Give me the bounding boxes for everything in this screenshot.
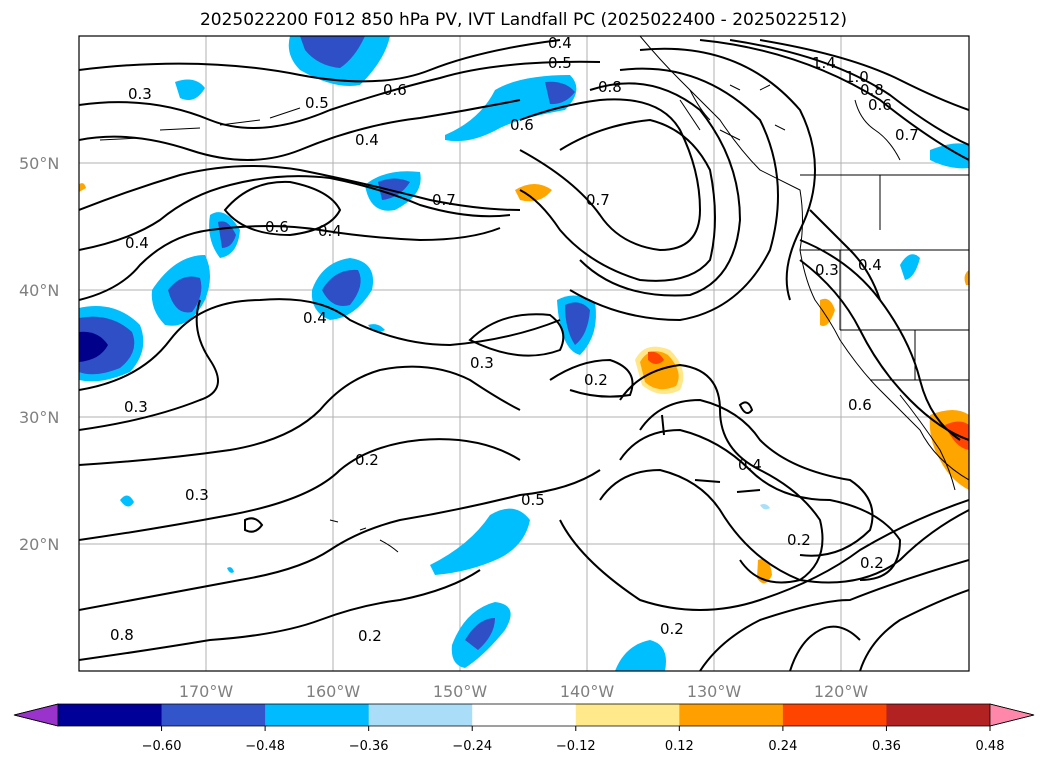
coastlines (99, 36, 969, 553)
contour-label: 0.2 (355, 451, 379, 469)
contour-labels: 0.4 0.5 0.3 0.5 0.6 0.8 1.4 1.0 0.8 0.6 … (110, 34, 919, 645)
gridlines (79, 36, 969, 671)
colorbar-tick-label: −0.60 (142, 739, 182, 754)
contour-label: 0.7 (586, 191, 610, 209)
contour-label: 0.7 (895, 126, 919, 144)
map-frame (78, 35, 970, 672)
colorbar-segments (13, 703, 1035, 727)
contour-label: 1.0 (845, 68, 869, 86)
ivt-contours (79, 39, 969, 671)
colorbar-tick-label: 0.48 (976, 739, 1005, 754)
colorbar-tick-label: −0.12 (556, 739, 596, 754)
colorbar-segment (161, 704, 266, 726)
lon-tick-label: 150°W (433, 682, 488, 701)
contour-label: 0.3 (815, 261, 839, 279)
contour-label: 0.6 (383, 81, 407, 99)
contour-label: 0.2 (584, 371, 608, 389)
map-title: 2025022200 F012 850 hPa PV, IVT Landfall… (199, 10, 847, 30)
contour-label: 1.4 (812, 54, 836, 72)
contour-label: 0.6 (868, 96, 892, 114)
contour-label: 0.4 (318, 222, 342, 240)
colorbar-segment (575, 704, 680, 726)
lat-tick-label: 50°N (19, 154, 59, 173)
contour-label: 0.4 (738, 456, 762, 474)
colorbar-segment (782, 704, 887, 726)
contour-label: 0.2 (660, 620, 684, 638)
contour-label: 0.8 (860, 81, 884, 99)
lat-tick-label: 20°N (19, 535, 59, 554)
colorbar-ticks: −0.60 −0.48 −0.36 −0.24 −0.12 0.12 0.24 0.36 0.4… (142, 726, 1005, 754)
colorbar-segment (265, 704, 370, 726)
contour-label: 0.3 (185, 486, 209, 504)
colorbar-segment (679, 704, 784, 726)
contour-label: 0.4 (125, 234, 149, 252)
contour-label: 0.5 (521, 491, 545, 509)
lon-tick-label: 130°W (687, 682, 742, 701)
lon-tick-label: 170°W (179, 682, 234, 701)
lon-axis: 170°W 160°W 150°W 140°W 130°W 120°W (179, 682, 869, 701)
colorbar: −0.60 −0.48 −0.36 −0.24 −0.12 0.12 0.24 0.36 0.4… (13, 703, 1035, 754)
colorbar-segment (472, 704, 577, 726)
colorbar-tick-label: −0.36 (349, 739, 389, 754)
colorbar-tick-label: 0.24 (768, 739, 797, 754)
lon-tick-label: 120°W (814, 682, 869, 701)
contour-label: 0.5 (548, 54, 572, 72)
contour-label: 0.6 (510, 116, 534, 134)
contour-label: 0.3 (128, 85, 152, 103)
contour-label: 0.4 (548, 34, 572, 52)
contour-label: 0.3 (470, 354, 494, 372)
contour-label: 0.6 (848, 396, 872, 414)
lat-axis: 50°N 40°N 30°N 20°N (19, 154, 59, 554)
lat-tick-label: 30°N (19, 408, 59, 427)
contour-label: 0.2 (358, 627, 382, 645)
lon-tick-label: 140°W (560, 682, 615, 701)
contour-label: 0.2 (787, 531, 811, 549)
contour-label: 0.3 (124, 398, 148, 416)
lat-tick-label: 40°N (19, 281, 59, 300)
colorbar-segment (368, 704, 473, 726)
contour-label: 0.6 (265, 218, 289, 236)
colorbar-tick-label: 0.36 (872, 739, 901, 754)
colorbar-extend-min (14, 704, 58, 726)
colorbar-tick-label: 0.12 (665, 739, 694, 754)
colorbar-extend-max (990, 704, 1034, 726)
contour-label: 0.8 (110, 626, 134, 644)
colorbar-segment (58, 704, 163, 726)
contour-label: 0.4 (303, 309, 327, 327)
colorbar-tick-label: −0.48 (245, 739, 285, 754)
lon-tick-label: 160°W (306, 682, 361, 701)
colorbar-tick-label: −0.24 (452, 739, 492, 754)
contour-label: 0.5 (305, 94, 329, 112)
contour-label: 0.4 (858, 256, 882, 274)
colorbar-outline (13, 703, 1035, 727)
contour-label: 0.2 (860, 554, 884, 572)
map-panel: 0.4 0.5 0.3 0.5 0.6 0.8 1.4 1.0 0.8 0.6 … (79, 34, 969, 671)
contour-label: 0.7 (432, 191, 456, 209)
contour-label: 0.8 (598, 78, 622, 96)
contour-label: 0.4 (355, 131, 379, 149)
colorbar-segment (886, 704, 991, 726)
